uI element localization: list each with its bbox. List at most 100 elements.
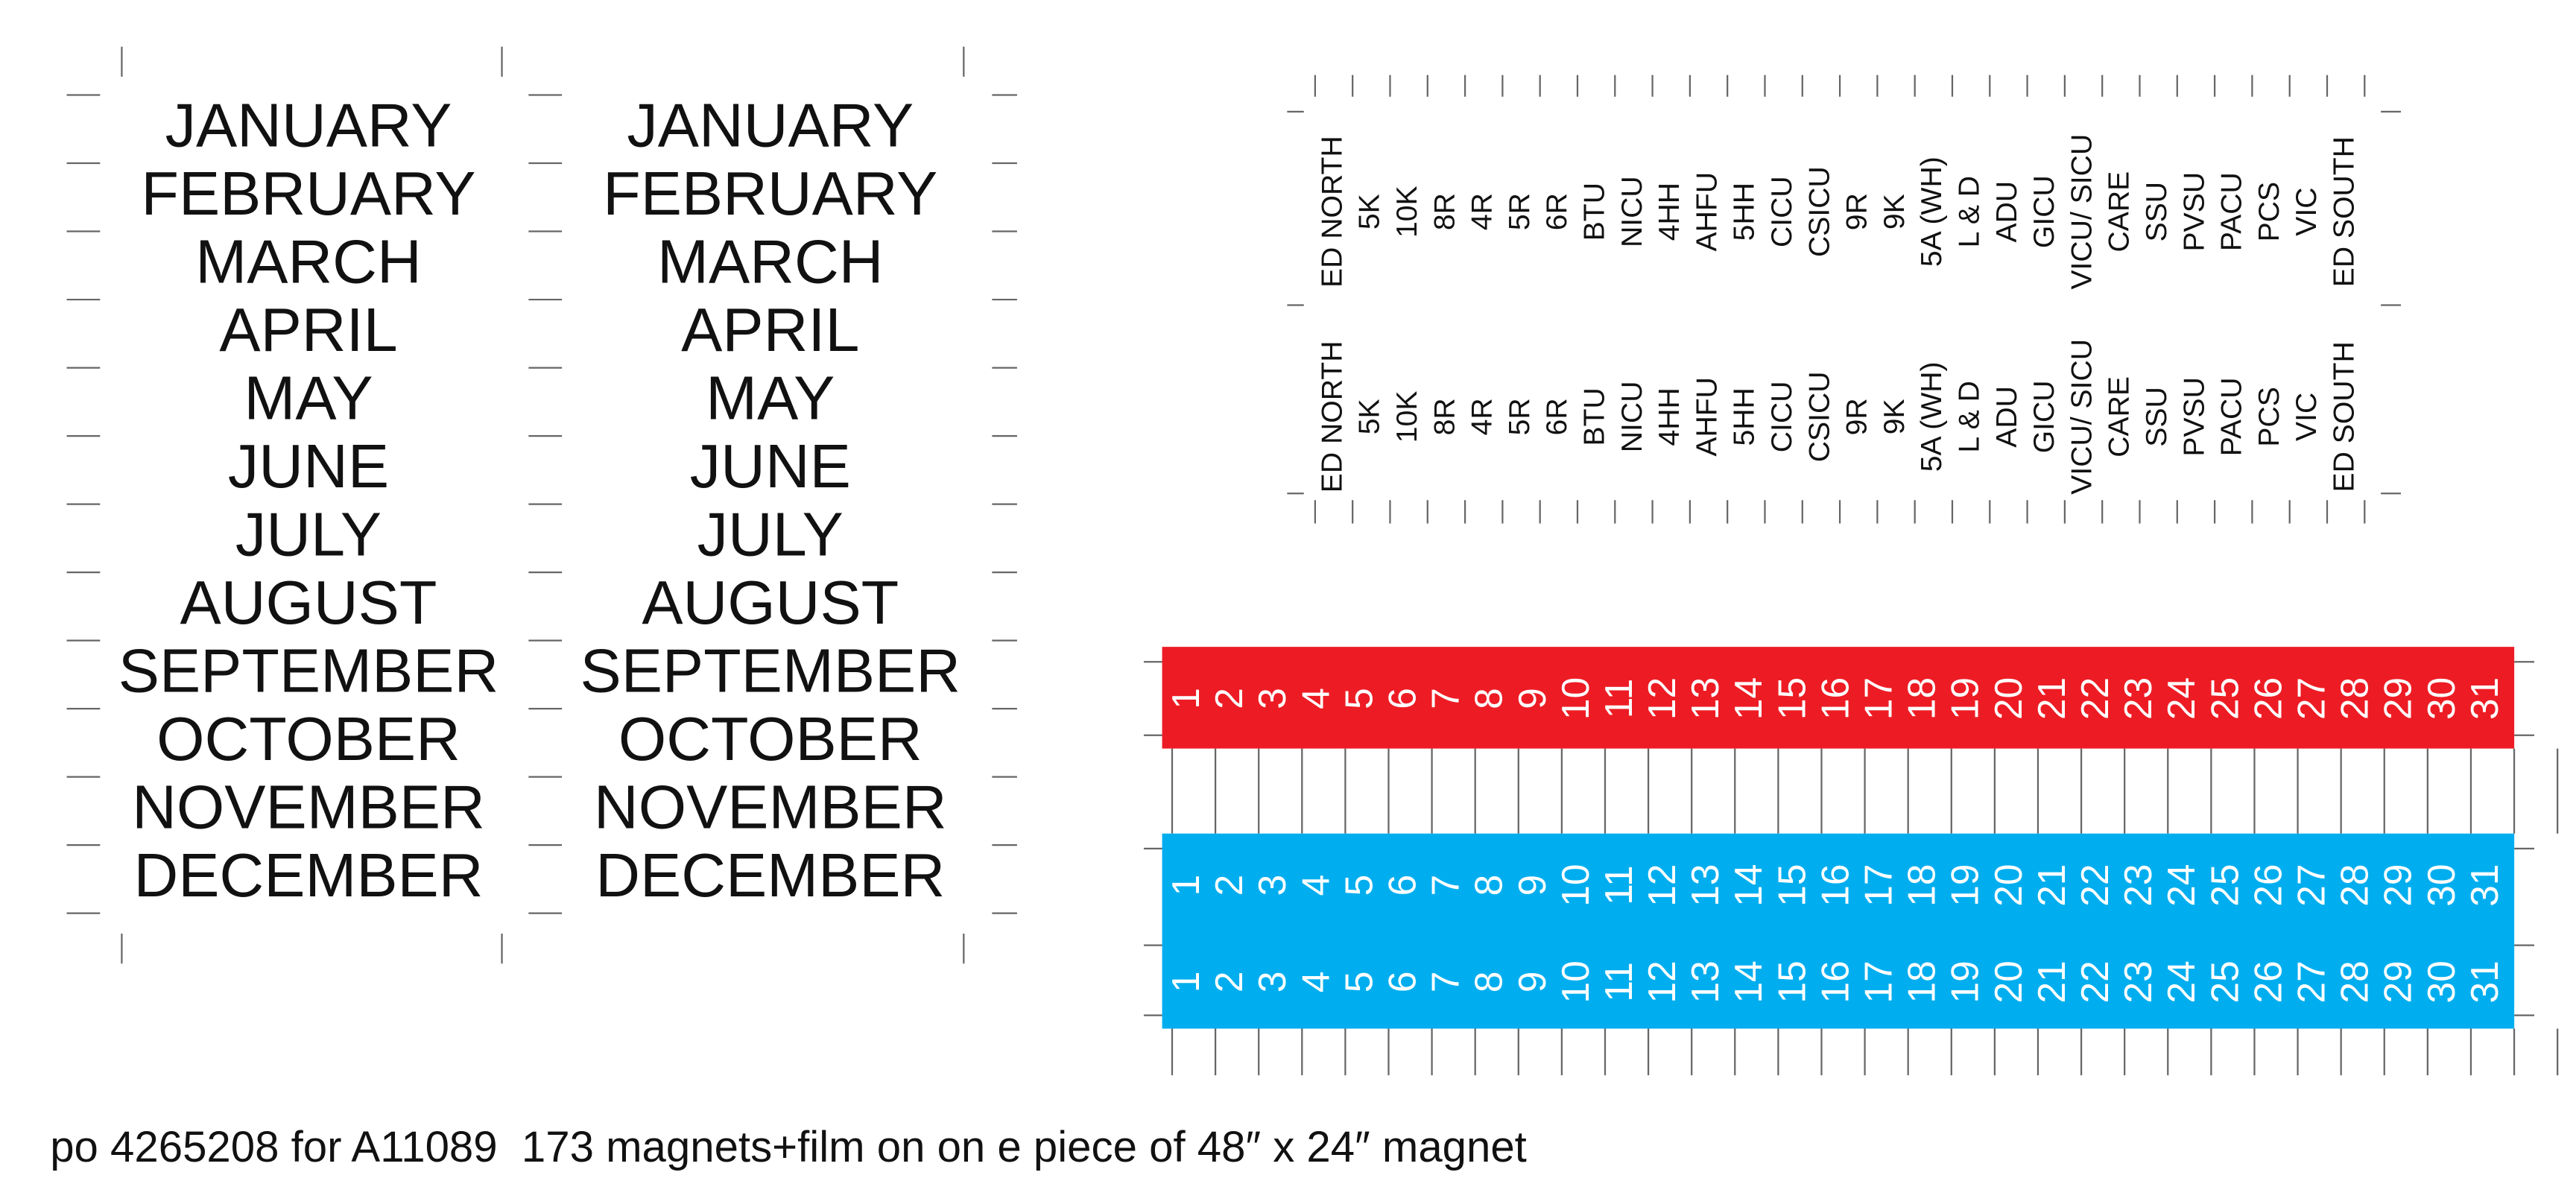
unit-label: PCS — [2253, 387, 2285, 446]
day-number: 7 — [1424, 688, 1467, 709]
unit-label: VIC — [2291, 188, 2323, 236]
day-number: 11 — [1597, 962, 1640, 1001]
day-number: 17 — [1857, 960, 1900, 1003]
month-label: APRIL — [219, 295, 397, 364]
day-number: 26 — [2246, 864, 2289, 906]
number-strip — [1162, 647, 2515, 749]
month-label: JUNE — [228, 431, 389, 501]
day-number: 6 — [1380, 972, 1423, 993]
day-number: 10 — [1554, 960, 1597, 1003]
day-number: 8 — [1467, 688, 1510, 709]
month-label: NOVEMBER — [594, 772, 947, 841]
unit-label: VICU/ SICU — [2066, 134, 2098, 290]
unit-label: CICU — [1766, 176, 1798, 247]
day-number: 24 — [2159, 677, 2203, 720]
day-number: 11 — [1597, 679, 1640, 718]
day-number: 16 — [1813, 677, 1856, 720]
day-number: 14 — [1727, 960, 1770, 1003]
month-label: SEPTEMBER — [118, 636, 499, 705]
month-label: DECEMBER — [595, 840, 945, 910]
day-number: 30 — [2420, 960, 2463, 1003]
day-number: 28 — [2333, 677, 2376, 720]
day-number: 27 — [2290, 960, 2333, 1003]
unit-label: AHFU — [1691, 172, 1723, 252]
day-number: 27 — [2290, 864, 2333, 906]
unit-label: 4HH — [1653, 183, 1686, 241]
day-number: 5 — [1337, 688, 1380, 709]
month-label: JULY — [235, 499, 382, 569]
day-number: 10 — [1554, 677, 1597, 720]
unit-label: PVSU — [2178, 172, 2210, 252]
day-number: 18 — [1900, 864, 1943, 906]
month-label: JULY — [697, 499, 844, 569]
day-number: 23 — [2116, 677, 2159, 720]
day-number: 25 — [2203, 677, 2246, 720]
day-number: 9 — [1510, 875, 1554, 896]
day-number: 1 — [1164, 875, 1207, 896]
unit-label: 10K — [1391, 391, 1423, 443]
day-number: 6 — [1380, 688, 1423, 709]
unit-label: 9K — [1879, 399, 1911, 434]
month-label: FEBRUARY — [141, 159, 475, 228]
day-number: 9 — [1510, 972, 1554, 993]
day-number: 22 — [2073, 960, 2116, 1003]
unit-label: 5K — [1354, 399, 1386, 434]
day-number: 29 — [2376, 864, 2420, 906]
day-number: 30 — [2420, 864, 2463, 906]
unit-label: 4HH — [1653, 387, 1686, 446]
unit-label: NICU — [1616, 381, 1648, 453]
month-label: JANUARY — [165, 90, 452, 159]
day-number: 12 — [1640, 677, 1683, 720]
day-number: 18 — [1900, 960, 1943, 1003]
unit-label: 4R — [1466, 193, 1499, 230]
day-number: 11 — [1597, 865, 1640, 905]
unit-label: BTU — [1578, 387, 1610, 446]
unit-label: 10K — [1391, 186, 1423, 238]
day-number: 17 — [1857, 677, 1900, 720]
day-number: 15 — [1770, 677, 1813, 720]
unit-label: 8R — [1428, 193, 1461, 230]
unit-label: PCS — [2253, 182, 2285, 241]
day-number: 5 — [1337, 972, 1380, 993]
day-number: 15 — [1770, 960, 1813, 1003]
day-number: 4 — [1294, 972, 1337, 993]
day-number: 24 — [2159, 960, 2203, 1003]
month-label: FEBRUARY — [603, 159, 937, 228]
day-number: 22 — [2073, 677, 2116, 720]
day-number: 1 — [1164, 688, 1207, 709]
unit-label: 6R — [1541, 398, 1573, 435]
day-number: 25 — [2203, 960, 2246, 1003]
unit-label: 9R — [1841, 398, 1873, 435]
day-number: 17 — [1857, 864, 1900, 906]
day-number: 31 — [2463, 677, 2506, 720]
day-number: 8 — [1467, 972, 1510, 993]
day-number: 19 — [1943, 864, 1987, 906]
day-number: 15 — [1770, 864, 1813, 906]
unit-label: 5HH — [1729, 387, 1761, 446]
month-label: SEPTEMBER — [580, 636, 961, 705]
day-number: 18 — [1900, 677, 1943, 720]
unit-label: SSU — [2141, 182, 2173, 241]
day-number: 26 — [2246, 960, 2289, 1003]
unit-label: NICU — [1616, 176, 1648, 247]
day-number: 6 — [1380, 875, 1423, 896]
day-number: 9 — [1510, 688, 1554, 709]
unit-label: CARE — [2104, 376, 2136, 457]
unit-label: 8R — [1428, 398, 1461, 435]
month-label: OCTOBER — [618, 704, 923, 773]
unit-label: GICU — [2028, 380, 2060, 453]
day-number: 26 — [2246, 677, 2289, 720]
day-number: 21 — [2030, 864, 2073, 906]
day-number: 8 — [1467, 875, 1510, 896]
day-number: 7 — [1424, 875, 1467, 896]
day-number: 30 — [2420, 677, 2463, 720]
month-label: MARCH — [195, 227, 421, 296]
unit-label: ED SOUTH — [2328, 341, 2360, 492]
day-number: 16 — [1813, 864, 1856, 906]
month-label: AUGUST — [180, 568, 437, 637]
month-label: MAY — [706, 363, 835, 432]
month-label: NOVEMBER — [132, 772, 485, 841]
unit-label: VICU/ SICU — [2066, 339, 2098, 495]
day-number: 5 — [1337, 875, 1380, 896]
day-number: 31 — [2463, 864, 2506, 906]
